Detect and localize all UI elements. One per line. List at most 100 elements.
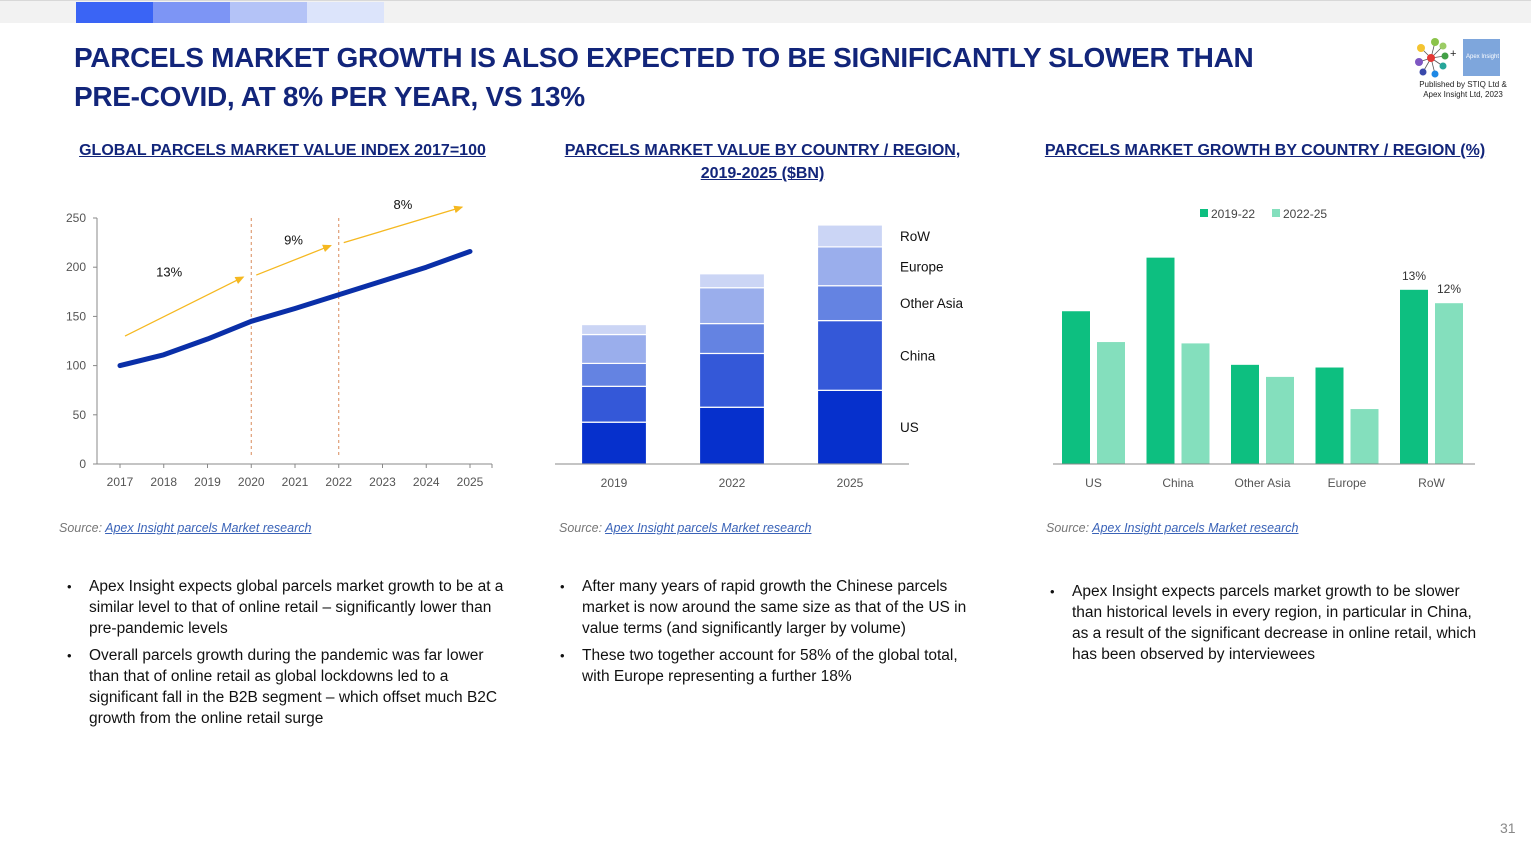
slide-title: PARCELS MARKET GROWTH IS ALSO EXPECTED T… bbox=[74, 42, 1254, 112]
top-progress-bar bbox=[0, 0, 1531, 23]
bullet-item: After many years of rapid growth the Chi… bbox=[558, 576, 988, 639]
chart-3-title: PARCELS MARKET GROWTH BY COUNTRY / REGIO… bbox=[1044, 142, 1486, 159]
y-tick-label: 0 bbox=[79, 457, 86, 471]
data-label: 13% bbox=[1402, 269, 1426, 283]
data-label: 12% bbox=[1437, 282, 1461, 296]
chart-2-source: Source: Apex Insight parcels Market rese… bbox=[559, 521, 811, 535]
stacked-bar-chart-value: 2019 2022 2025 US China Other Asia Europe RoW bbox=[555, 224, 964, 490]
bar-segment-china bbox=[698, 352, 766, 408]
legend-label-row: RoW bbox=[900, 229, 930, 244]
x-tick-label: 2022 bbox=[325, 475, 352, 489]
published-by-text: Published by STIQ Ltd & Apex Insight Ltd… bbox=[1408, 80, 1518, 100]
legend-swatch bbox=[1200, 209, 1208, 217]
x-tick-label: 2020 bbox=[238, 475, 265, 489]
growth-label: 13% bbox=[156, 265, 182, 280]
y-tick-label: 50 bbox=[73, 408, 87, 422]
x-tick-label: 2021 bbox=[282, 475, 309, 489]
progress-segment-1 bbox=[76, 2, 153, 23]
bar-segment-europe bbox=[698, 287, 766, 325]
chart-1-source: Source: Apex Insight parcels Market rese… bbox=[59, 521, 311, 535]
stiq-logo-icon bbox=[1415, 38, 1449, 78]
bar-2019-22 bbox=[1231, 364, 1259, 464]
panel-1-bullets: Apex Insight expects global parcels mark… bbox=[65, 576, 505, 735]
bar-segment-other-asia bbox=[816, 285, 884, 322]
bar-2019-22 bbox=[1400, 289, 1428, 464]
bar-segment-other-asia bbox=[698, 322, 766, 355]
x-tick-label: 2018 bbox=[150, 475, 177, 489]
x-tick-label: RoW bbox=[1418, 476, 1445, 490]
chart-3-source: Source: Apex Insight parcels Market rese… bbox=[1046, 521, 1298, 535]
page-number: 31 bbox=[1500, 820, 1516, 836]
bar-2022-25 bbox=[1350, 409, 1379, 464]
bar-segment-china bbox=[580, 385, 648, 423]
bar-2022-25 bbox=[1266, 376, 1294, 464]
growth-label: 8% bbox=[393, 197, 412, 212]
bar-segment-europe bbox=[816, 246, 884, 287]
logo-plus: + bbox=[1450, 48, 1457, 60]
y-tick-label: 200 bbox=[66, 260, 86, 274]
bar-segment-row bbox=[816, 224, 884, 248]
growth-arrow bbox=[256, 244, 332, 276]
bullet-item: Apex Insight expects global parcels mark… bbox=[65, 576, 505, 639]
x-tick-label: 2017 bbox=[107, 475, 134, 489]
bar-segment-us bbox=[580, 421, 648, 465]
y-tick-label: 100 bbox=[66, 359, 86, 373]
source-link[interactable]: Apex Insight parcels Market research bbox=[1092, 521, 1299, 535]
bar-2022-25 bbox=[1181, 343, 1210, 464]
source-label: Source: bbox=[559, 521, 603, 535]
legend-label-china: China bbox=[900, 348, 936, 363]
bar-segment-row bbox=[698, 273, 766, 289]
panel-3-bullets: Apex Insight expects parcels market grow… bbox=[1048, 581, 1488, 671]
bar-segment-other-asia bbox=[580, 362, 648, 387]
x-tick-label: 2025 bbox=[837, 476, 864, 490]
x-tick-label: Other Asia bbox=[1234, 476, 1290, 490]
published-line-1: Published by STIQ Ltd & bbox=[1419, 80, 1507, 89]
panel-2-bullets: After many years of rapid growth the Chi… bbox=[558, 576, 988, 693]
legend-label-europe: Europe bbox=[900, 259, 944, 274]
x-tick-label: Europe bbox=[1328, 476, 1367, 490]
bullet-item: Overall parcels growth during the pandem… bbox=[65, 645, 505, 729]
published-line-2: Apex Insight Ltd, 2023 bbox=[1423, 90, 1503, 99]
growth-arrow bbox=[124, 276, 245, 337]
x-tick-label: 2022 bbox=[719, 476, 746, 490]
line-chart-index: 0 50 100 150 200 250 2017 2018 2019 2020 2021 2022 2… bbox=[66, 197, 493, 489]
x-tick-label: 2023 bbox=[369, 475, 396, 489]
growth-label: 9% bbox=[284, 232, 303, 247]
bar-segment-row bbox=[580, 323, 648, 336]
bar-segment-china bbox=[816, 319, 884, 391]
bar-segment-europe bbox=[580, 333, 648, 365]
x-tick-label: 2019 bbox=[601, 476, 628, 490]
x-tick-label: China bbox=[1162, 476, 1194, 490]
progress-segment-4 bbox=[307, 2, 384, 23]
x-tick-label: 2025 bbox=[457, 475, 484, 489]
legend-swatch bbox=[1272, 209, 1280, 217]
bar-2022-25 bbox=[1097, 342, 1125, 464]
grouped-bar-chart-growth: 2019-22 2022-25 US China Other Asia Europe 13%… bbox=[1053, 207, 1475, 490]
source-label: Source: bbox=[59, 521, 103, 535]
x-tick-label: 2024 bbox=[413, 475, 440, 489]
y-tick-label: 250 bbox=[66, 211, 86, 225]
apex-insight-logo: Apex Insight bbox=[1463, 39, 1500, 76]
x-tick-label: US bbox=[1085, 476, 1102, 490]
progress-segment-3 bbox=[230, 2, 307, 23]
bar-2019-22 bbox=[1146, 257, 1175, 464]
y-tick-label: 150 bbox=[66, 309, 86, 323]
bar-segment-us bbox=[698, 406, 766, 465]
bar-2022-25 bbox=[1435, 303, 1463, 464]
legend-label-us: US bbox=[900, 420, 919, 435]
bullet-item: Apex Insight expects parcels market grow… bbox=[1048, 581, 1488, 665]
chart-1-title: GLOBAL PARCELS MARKET VALUE INDEX 2017=1… bbox=[79, 142, 486, 159]
source-link[interactable]: Apex Insight parcels Market research bbox=[105, 521, 312, 535]
progress-segment-2 bbox=[153, 2, 230, 23]
source-link[interactable]: Apex Insight parcels Market research bbox=[605, 521, 812, 535]
chart-2-title: PARCELS MARKET VALUE BY COUNTRY / REGION… bbox=[564, 142, 961, 182]
legend-label: 2019-22 bbox=[1211, 207, 1255, 221]
legend-label-other-asia: Other Asia bbox=[900, 296, 964, 311]
source-label: Source: bbox=[1046, 521, 1090, 535]
publisher-logo: + Apex Insight Published by STIQ Ltd & A… bbox=[1408, 36, 1518, 106]
growth-arrow bbox=[343, 205, 464, 244]
x-tick-label: 2019 bbox=[194, 475, 221, 489]
legend-label: 2022-25 bbox=[1283, 207, 1327, 221]
bullet-item: These two together account for 58% of th… bbox=[558, 645, 988, 687]
bar-2019-22 bbox=[1062, 311, 1090, 464]
